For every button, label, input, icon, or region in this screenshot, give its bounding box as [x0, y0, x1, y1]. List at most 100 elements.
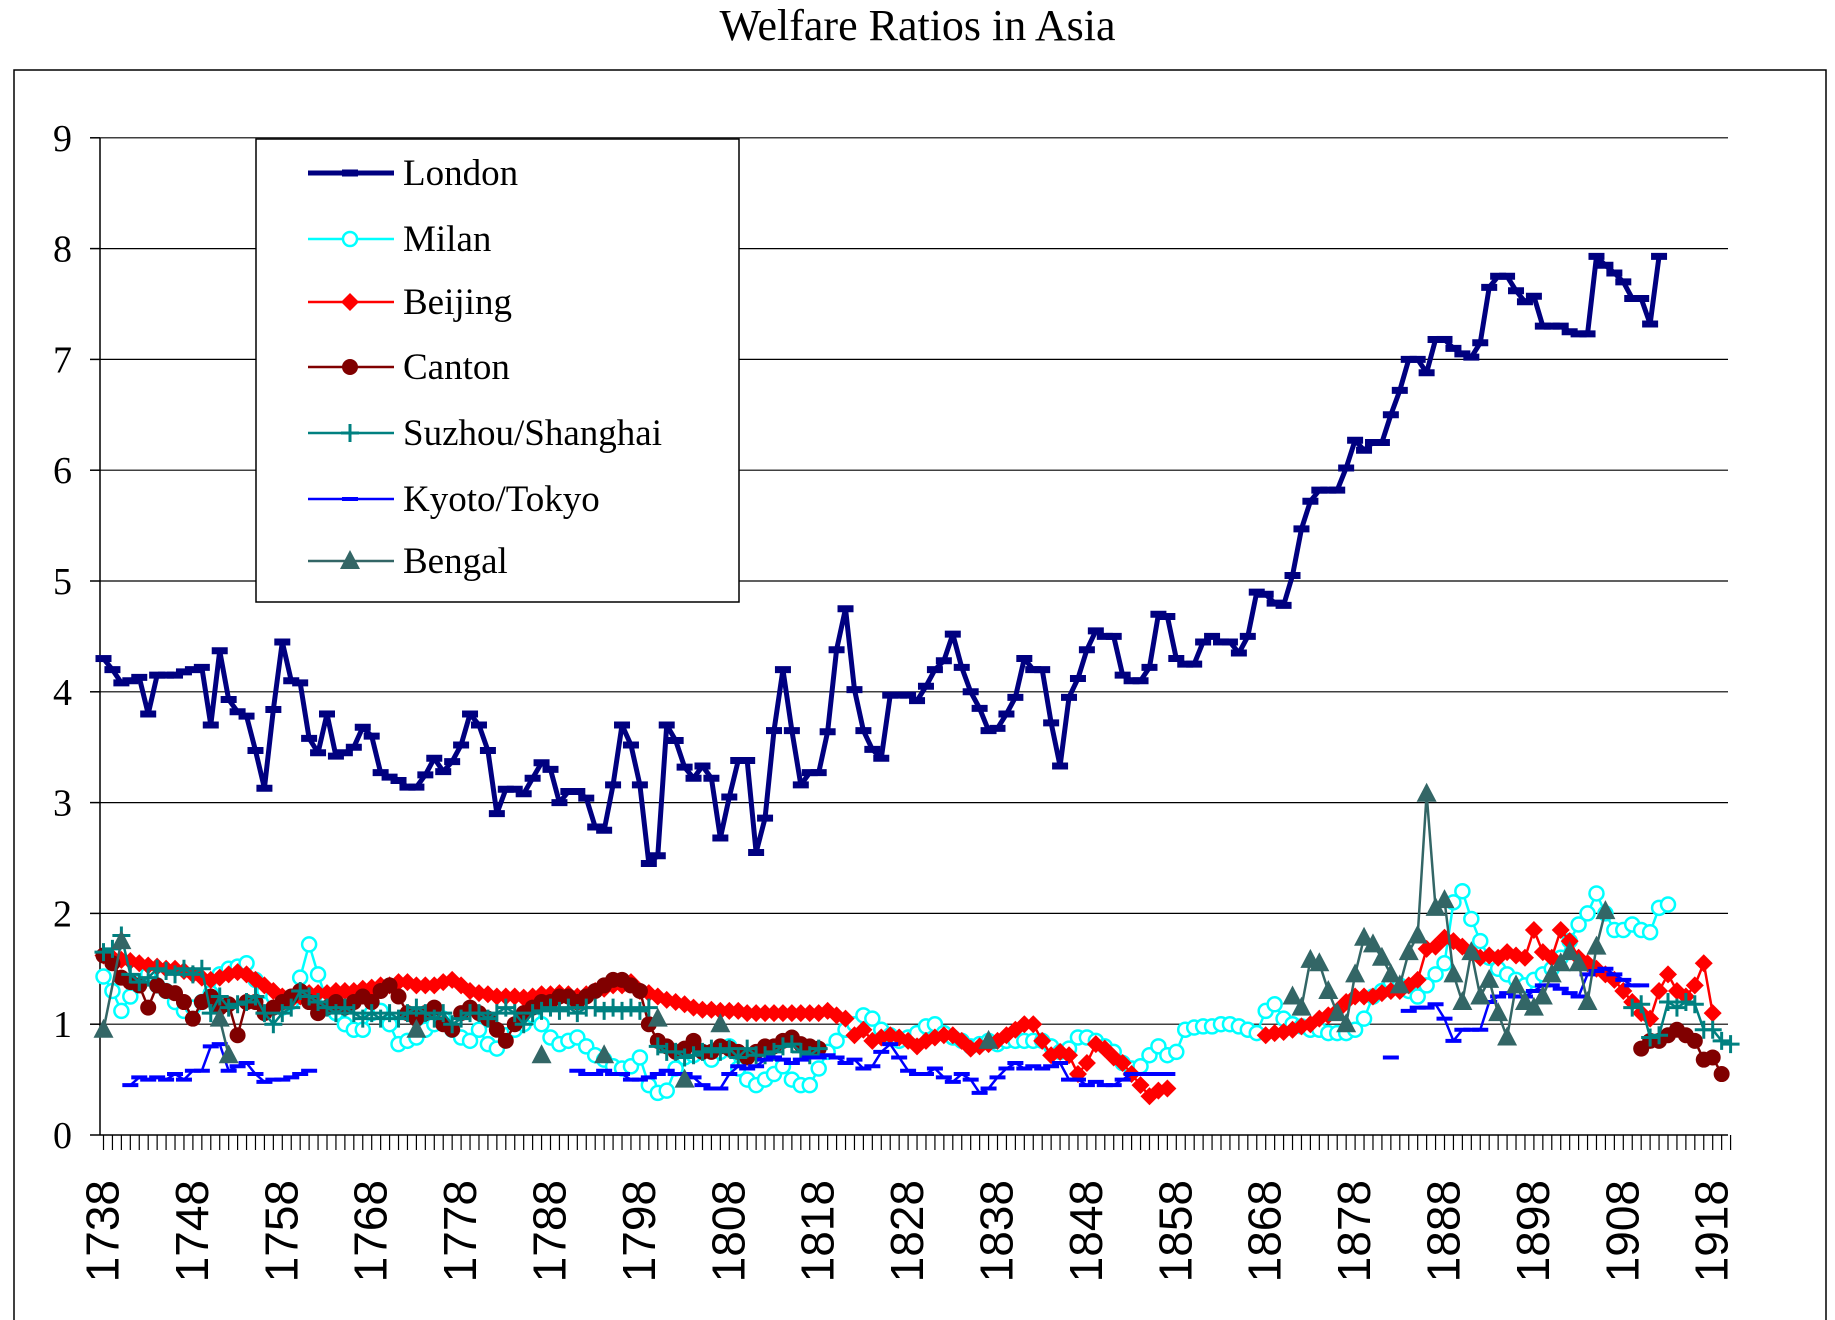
data-point-bengal	[978, 1029, 999, 1049]
data-point-bengal	[1559, 941, 1580, 961]
data-point-suzhou-shanghai	[532, 1001, 551, 1020]
data-point-suzhou-shanghai	[809, 1039, 828, 1058]
data-point-canton	[1704, 1049, 1721, 1066]
data-point-suzhou-shanghai	[201, 1004, 220, 1023]
data-point-bengal	[406, 1018, 427, 1038]
data-point-bengal	[1470, 985, 1491, 1005]
data-point-bengal	[1407, 924, 1428, 944]
data-point-bengal	[1309, 952, 1330, 972]
data-point-bengal	[93, 1018, 114, 1038]
y-tick-label: 2	[53, 893, 72, 935]
data-point-bengal	[1389, 974, 1410, 994]
data-point-milan	[864, 1010, 881, 1027]
data-point-suzhou-shanghai	[675, 1048, 694, 1067]
data-point-suzhou-shanghai	[434, 1004, 453, 1023]
data-point-bengal	[1461, 941, 1482, 961]
data-point-suzhou-shanghai	[264, 1015, 283, 1034]
data-point-bengal	[1541, 963, 1562, 983]
data-point-milan	[300, 936, 318, 953]
data-point-bengal	[1479, 968, 1500, 988]
x-tick-label: 1788	[524, 1180, 576, 1282]
data-point-suzhou-shanghai	[1721, 1035, 1740, 1054]
data-point-milan	[1427, 966, 1444, 983]
data-point-beijing	[1685, 976, 1704, 995]
data-point-beijing	[1077, 1053, 1096, 1072]
data-point-beijing	[1131, 1076, 1150, 1095]
data-point-milan	[1472, 932, 1489, 950]
data-point-suzhou-shanghai	[702, 1039, 721, 1058]
series-bengal	[93, 782, 1616, 1088]
data-point-bengal	[218, 1044, 239, 1064]
data-point-suzhou-shanghai	[1641, 1028, 1660, 1047]
data-point-canton	[175, 994, 192, 1011]
data-point-suzhou-shanghai	[255, 1004, 274, 1023]
data-point-beijing	[246, 970, 265, 989]
data-point-bengal	[1362, 933, 1383, 953]
data-point-suzhou-shanghai	[541, 998, 560, 1017]
data-point-suzhou-shanghai	[621, 998, 640, 1017]
data-point-suzhou-shanghai	[130, 973, 149, 992]
series-london	[95, 252, 1668, 868]
data-point-milan	[1355, 1010, 1373, 1027]
series-line-bengal	[102, 940, 123, 1030]
data-point-bengal	[1371, 946, 1392, 966]
data-point-canton	[140, 999, 157, 1016]
legend-label: London	[403, 153, 518, 194]
data-point-milan	[1454, 882, 1471, 900]
data-point-bengal	[111, 930, 132, 950]
data-point-bengal	[209, 1007, 230, 1027]
y-tick-label: 3	[53, 783, 72, 825]
data-point-canton	[184, 1010, 201, 1027]
data-point-suzhou-shanghai	[1623, 998, 1642, 1017]
data-point-suzhou-shanghai	[505, 1004, 524, 1023]
data-point-suzhou-shanghai	[219, 998, 238, 1017]
data-point-suzhou-shanghai	[684, 1046, 703, 1065]
data-point-bengal	[647, 1007, 668, 1027]
data-point-canton	[497, 1032, 514, 1049]
data-point-suzhou-shanghai	[782, 1035, 801, 1054]
data-point-suzhou-shanghai	[595, 1001, 614, 1020]
data-point-canton	[1686, 1032, 1703, 1049]
data-point-beijing	[1641, 1009, 1660, 1028]
data-point-bengal	[1434, 889, 1455, 909]
x-tick-label: 1908	[1596, 1180, 1648, 1282]
data-point-bengal	[1568, 952, 1589, 972]
data-point-suzhou-shanghai	[550, 1001, 569, 1020]
data-point-milan	[631, 1049, 649, 1066]
legend-label: Milan	[403, 219, 491, 260]
x-tick-label: 1888	[1418, 1180, 1470, 1282]
data-point-beijing	[1551, 921, 1570, 940]
data-point-suzhou-shanghai	[1712, 1031, 1731, 1050]
data-point-suzhou-shanghai	[720, 1039, 739, 1058]
data-point-suzhou-shanghai	[157, 962, 176, 981]
data-point-milan	[1588, 885, 1605, 902]
y-tick-label: 6	[53, 450, 72, 492]
legend-label: Suzhou/Shanghai	[403, 413, 662, 454]
data-point-suzhou-shanghai	[246, 987, 265, 1006]
data-point-suzhou-shanghai	[121, 965, 140, 984]
data-point-beijing	[1113, 1053, 1132, 1072]
data-point-milan	[1266, 996, 1283, 1013]
legend-label: Beijing	[403, 282, 512, 323]
legend-item-suzhou-shanghai: Suzhou/Shanghai	[308, 413, 662, 454]
data-point-suzhou-shanghai	[148, 959, 167, 978]
legend-label: Kyoto/Tokyo	[403, 479, 600, 520]
x-tick-label: 1868	[1239, 1180, 1291, 1282]
x-tick-label: 1778	[434, 1180, 486, 1282]
x-tick-label: 1738	[77, 1180, 129, 1282]
data-point-bengal	[1523, 996, 1544, 1016]
data-point-beijing	[1158, 1079, 1177, 1098]
legend-marker-beijing	[341, 293, 359, 311]
x-tick-label: 1848	[1060, 1180, 1112, 1282]
data-point-bengal	[1497, 1026, 1518, 1046]
data-point-bengal	[1506, 974, 1527, 994]
data-point-milan	[1659, 896, 1677, 913]
data-point-suzhou-shanghai	[94, 943, 113, 962]
data-point-bengal	[1488, 1002, 1509, 1022]
data-point-bengal	[1416, 782, 1437, 802]
data-point-bengal	[1532, 985, 1553, 1005]
data-point-bengal	[1398, 941, 1419, 961]
data-point-milan	[309, 966, 327, 983]
data-point-suzhou-shanghai	[1676, 993, 1695, 1012]
